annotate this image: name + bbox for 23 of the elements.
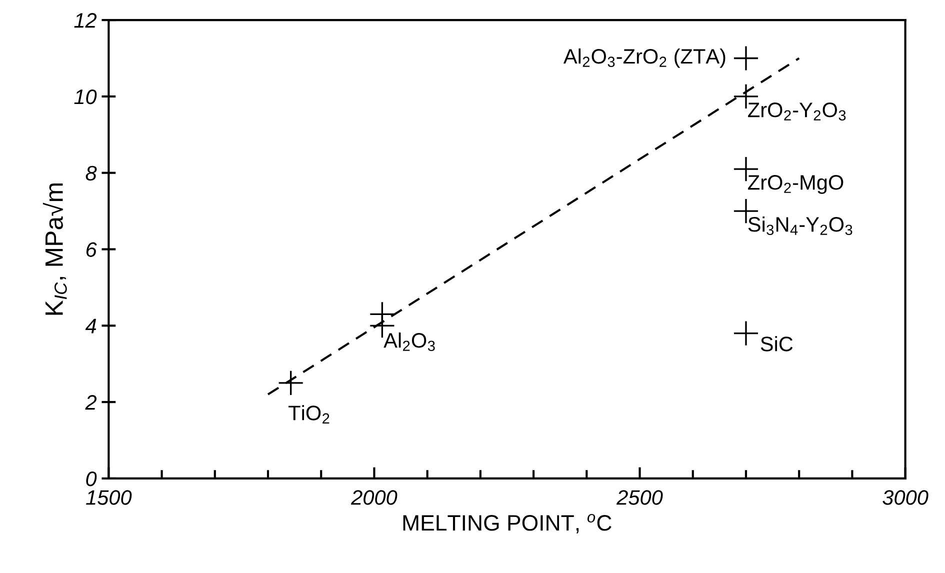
annotation: Si$_{3}$N$_{4}$-Y$_{2}$O$_{3}$ <box>748 216 852 236</box>
annotation: TiO$_{2}$ <box>288 405 330 424</box>
x-tick-label: 1500 <box>86 490 132 505</box>
y-tick-label: 10 <box>74 89 97 104</box>
y-tick-label: 6 <box>86 242 97 258</box>
y-tick-label: 8 <box>86 166 97 181</box>
annotation: Al$_{2}$O$_{3}$ <box>384 332 435 352</box>
x-axis-title: MELTING POINT, $^{o}$C <box>403 514 612 534</box>
y-tick-label: 4 <box>85 318 96 334</box>
point <box>278 370 303 395</box>
annotation: ZrO$_{2}$-Y$_{2}$O$_{3}$ <box>748 102 846 121</box>
y-tick-label: 12 <box>74 13 97 28</box>
y-tick-label: 0 <box>86 471 97 486</box>
annotation: Al$_{2}$O$_{3}$-ZrO$_{2}$ (ZTA) <box>563 48 726 68</box>
y-tick-label: 2 <box>85 395 97 410</box>
y-axis-title: K$_{IC}$, MPa√m <box>42 183 67 315</box>
annotation: SiC <box>760 336 793 352</box>
point <box>734 46 758 70</box>
annotation: ZrO$_{2}$-MgO <box>748 175 844 194</box>
point <box>734 321 758 346</box>
x-tick-label: 2000 <box>350 490 398 505</box>
x-tick-label: 2500 <box>616 490 663 505</box>
x-tick-label: 3000 <box>882 490 928 505</box>
